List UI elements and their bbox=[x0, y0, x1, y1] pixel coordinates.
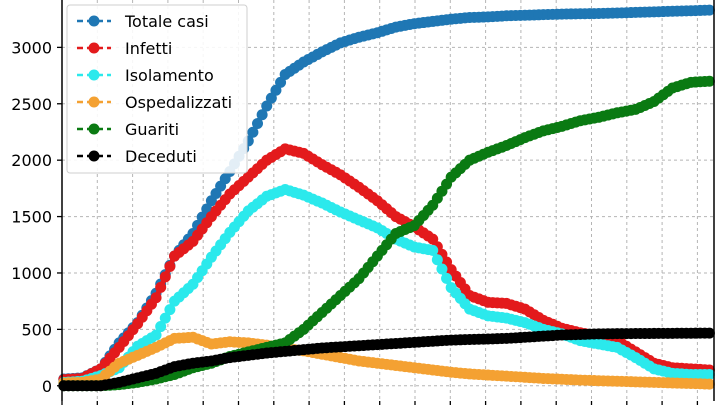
data-point bbox=[703, 378, 715, 390]
marker-fill bbox=[256, 109, 268, 121]
legend-item-infetti: Infetti bbox=[77, 39, 172, 58]
data-point bbox=[427, 244, 439, 256]
legend-marker-swatch bbox=[88, 96, 100, 108]
marker-fill bbox=[164, 260, 176, 272]
y-tick-label: 1000 bbox=[11, 264, 52, 283]
legend-marker-swatch bbox=[88, 15, 100, 27]
marker-fill bbox=[164, 304, 176, 316]
y-tick-label: 1500 bbox=[11, 208, 52, 227]
y-tick-label: 0 bbox=[42, 377, 52, 396]
data-point bbox=[150, 292, 162, 304]
legend-label: Guariti bbox=[125, 120, 179, 139]
series-layer bbox=[58, 4, 715, 392]
y-tick-label: 500 bbox=[21, 320, 52, 339]
marker-fill bbox=[252, 118, 264, 130]
marker-fill bbox=[159, 271, 171, 283]
legend: Totale casi Infetti Isolamento Ospedalizzat… bbox=[66, 4, 248, 174]
data-point bbox=[703, 75, 715, 87]
data-point bbox=[703, 368, 715, 380]
legend-marker-swatch bbox=[88, 150, 100, 162]
legend-item-ospedalizzati: Ospedalizzati bbox=[77, 93, 232, 112]
marker-fill bbox=[155, 321, 167, 333]
y-tick-label: 2000 bbox=[11, 151, 52, 170]
legend-marker-swatch bbox=[88, 123, 100, 135]
series-guariti bbox=[58, 75, 715, 392]
marker-fill bbox=[159, 312, 171, 324]
legend-item-deceduti: Deceduti bbox=[77, 147, 197, 166]
axes: 0 500 1000 1500 2000 2500 3000 bbox=[11, 0, 715, 405]
y-tick-label: 3000 bbox=[11, 38, 52, 57]
data-point bbox=[150, 329, 162, 341]
legend-item-guariti: Guariti bbox=[77, 120, 179, 139]
legend-marker-swatch bbox=[88, 69, 100, 81]
legend-label: Isolamento bbox=[125, 66, 214, 85]
marker-fill bbox=[441, 272, 453, 284]
legend-item-totale-casi: Totale casi bbox=[77, 12, 209, 31]
marker-fill bbox=[247, 126, 259, 138]
y-tick-label: 2500 bbox=[11, 95, 52, 114]
series-deceduti bbox=[58, 327, 715, 392]
data-point bbox=[703, 4, 715, 16]
legend-label: Deceduti bbox=[125, 147, 197, 166]
series-isolamento bbox=[58, 184, 715, 388]
legend-label: Infetti bbox=[125, 39, 172, 58]
marker-fill bbox=[436, 263, 448, 275]
legend-label: Ospedalizzati bbox=[125, 93, 232, 112]
marker-fill bbox=[431, 254, 443, 266]
legend-box bbox=[66, 4, 248, 174]
legend-item-isolamento: Isolamento bbox=[77, 66, 214, 85]
data-point bbox=[703, 327, 715, 339]
legend-marker-swatch bbox=[88, 42, 100, 54]
marker-fill bbox=[155, 281, 167, 293]
legend-label: Totale casi bbox=[124, 12, 209, 31]
